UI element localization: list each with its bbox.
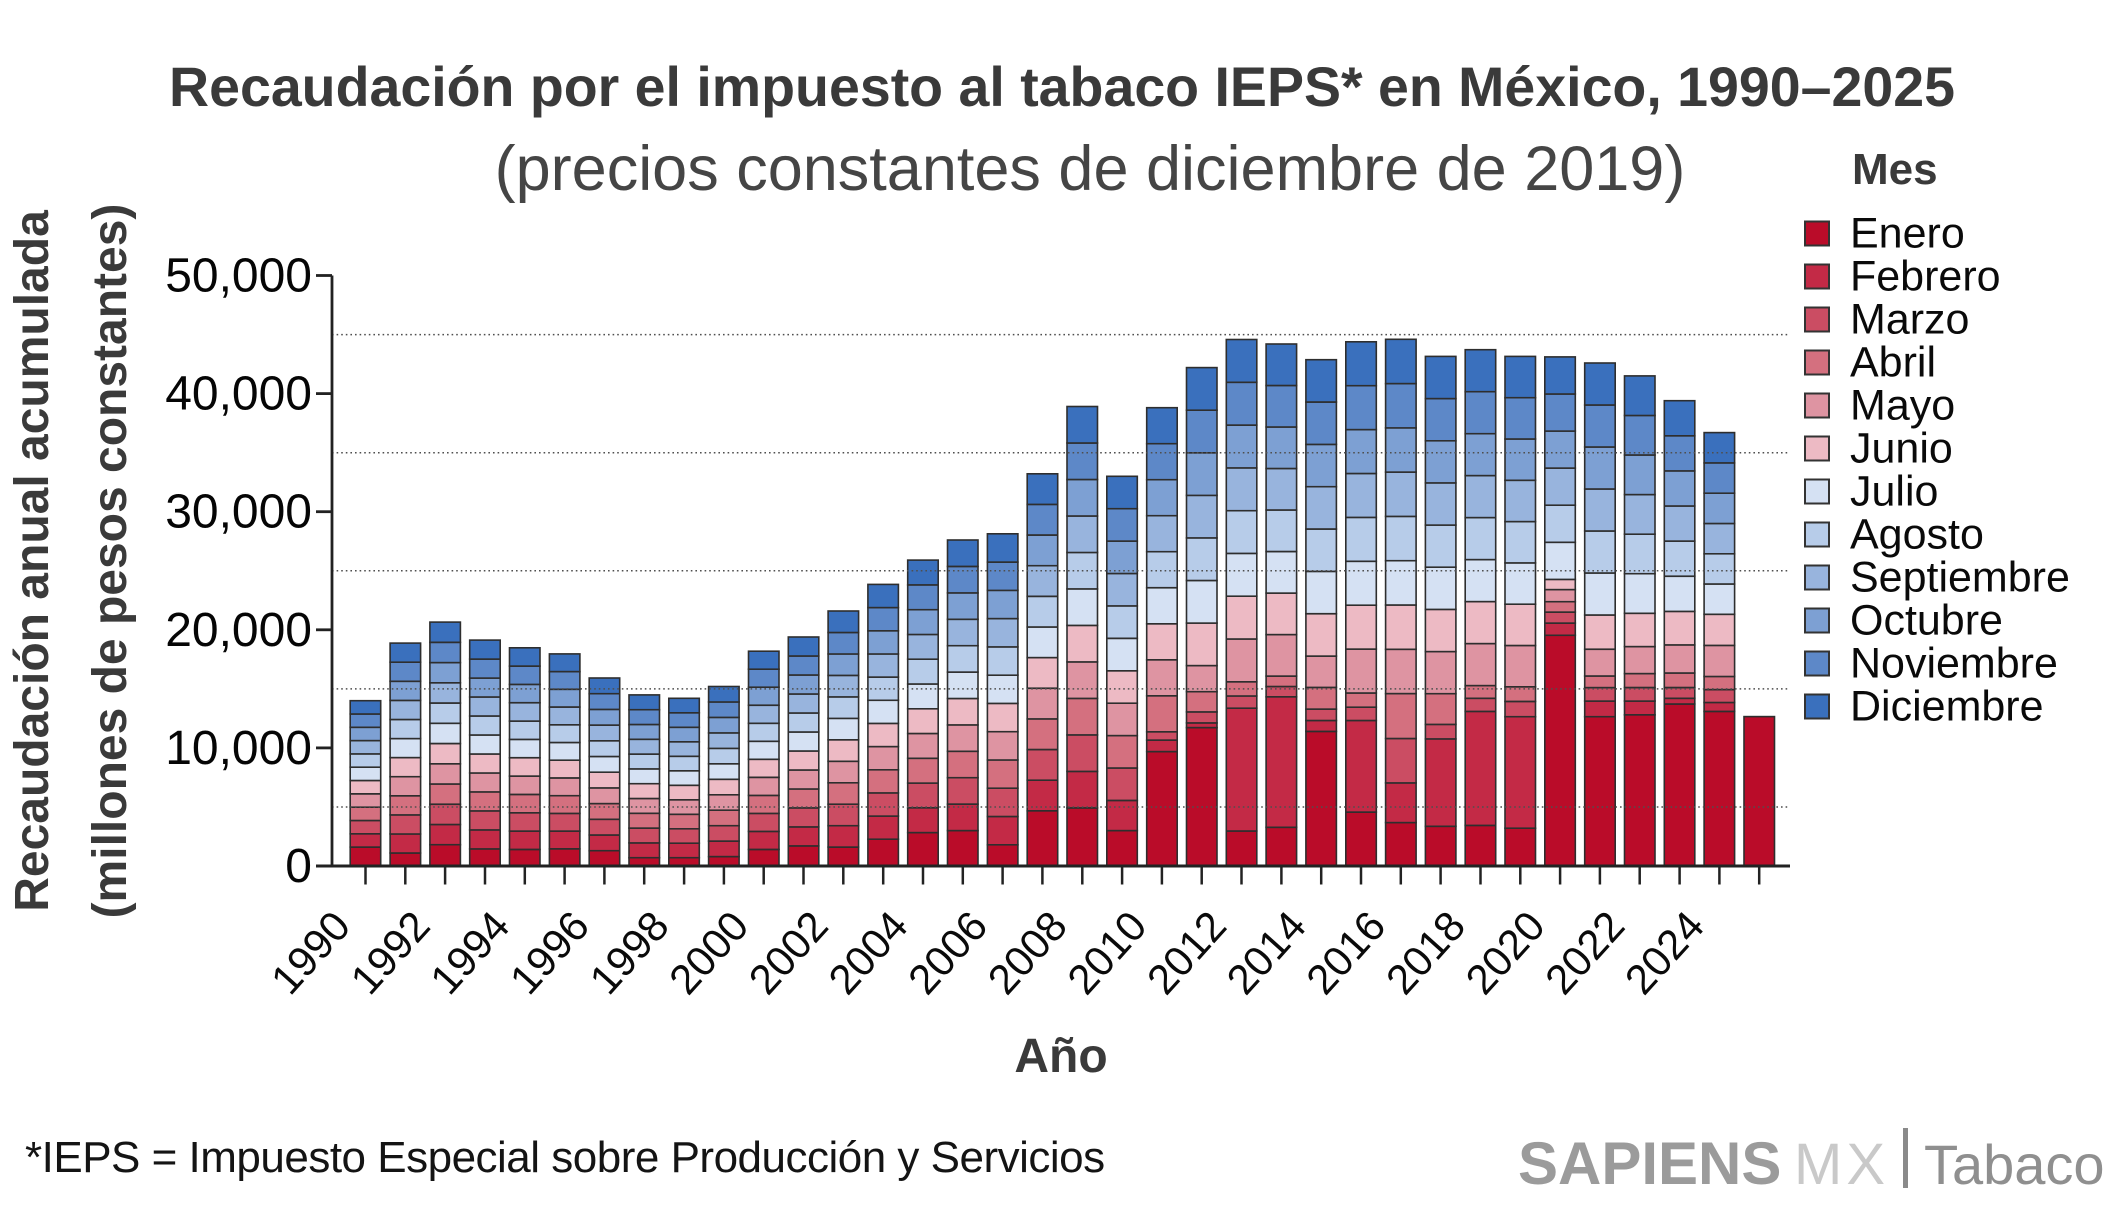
svg-text:0: 0 bbox=[285, 840, 312, 893]
svg-text:50,000: 50,000 bbox=[165, 250, 312, 303]
svg-text:30,000: 30,000 bbox=[165, 486, 312, 539]
svg-text:Julio: Julio bbox=[1850, 468, 1938, 516]
svg-text:10,000: 10,000 bbox=[165, 722, 312, 775]
svg-text:Tabaco: Tabaco bbox=[1924, 1133, 2105, 1196]
svg-text:Mayo: Mayo bbox=[1850, 382, 1955, 430]
svg-text:*IEPS = Impuesto Especial sobr: *IEPS = Impuesto Especial sobre Producci… bbox=[25, 1133, 1105, 1182]
svg-text:Recaudación anual acumulada: Recaudación anual acumulada bbox=[6, 210, 59, 912]
svg-text:Diciembre: Diciembre bbox=[1850, 683, 2044, 731]
svg-text:(precios constantes de diciemb: (precios constantes de diciembre de 2019… bbox=[495, 134, 1686, 204]
svg-text:MX: MX bbox=[1794, 1132, 1889, 1197]
svg-text:Noviembre: Noviembre bbox=[1850, 640, 2058, 688]
svg-text:Recaudación por el impuesto al: Recaudación por el impuesto al tabaco IE… bbox=[169, 56, 1955, 118]
svg-text:Junio: Junio bbox=[1850, 425, 1953, 473]
svg-text:Enero: Enero bbox=[1850, 210, 1965, 258]
svg-text:Marzo: Marzo bbox=[1850, 296, 1969, 344]
svg-text:SAPIENS: SAPIENS bbox=[1518, 1130, 1781, 1197]
svg-text:(millones de pesos constantes): (millones de pesos constantes) bbox=[84, 204, 137, 919]
svg-text:Octubre: Octubre bbox=[1850, 597, 2003, 645]
svg-text:40,000: 40,000 bbox=[165, 368, 312, 421]
svg-text:Año: Año bbox=[1014, 1030, 1107, 1083]
svg-text:Febrero: Febrero bbox=[1850, 253, 2001, 301]
svg-text:Mes: Mes bbox=[1852, 145, 1938, 194]
svg-text:Agosto: Agosto bbox=[1850, 511, 1984, 559]
svg-text:Abril: Abril bbox=[1850, 339, 1936, 387]
svg-text:Septiembre: Septiembre bbox=[1850, 554, 2070, 602]
svg-text:20,000: 20,000 bbox=[165, 604, 312, 657]
